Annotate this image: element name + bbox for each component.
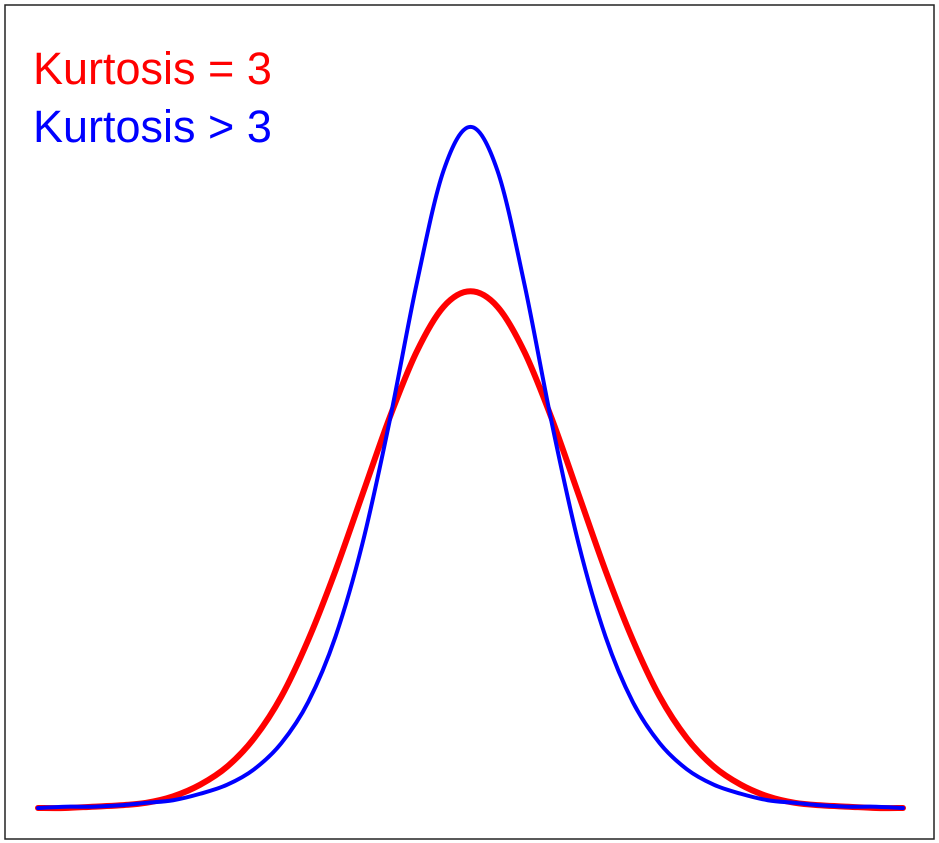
plot-frame [4,4,935,840]
legend-entry: Kurtosis > 3 [33,101,272,152]
series-line [35,288,906,812]
legend-entry: Kurtosis = 3 [33,43,272,94]
series-line [36,124,905,810]
